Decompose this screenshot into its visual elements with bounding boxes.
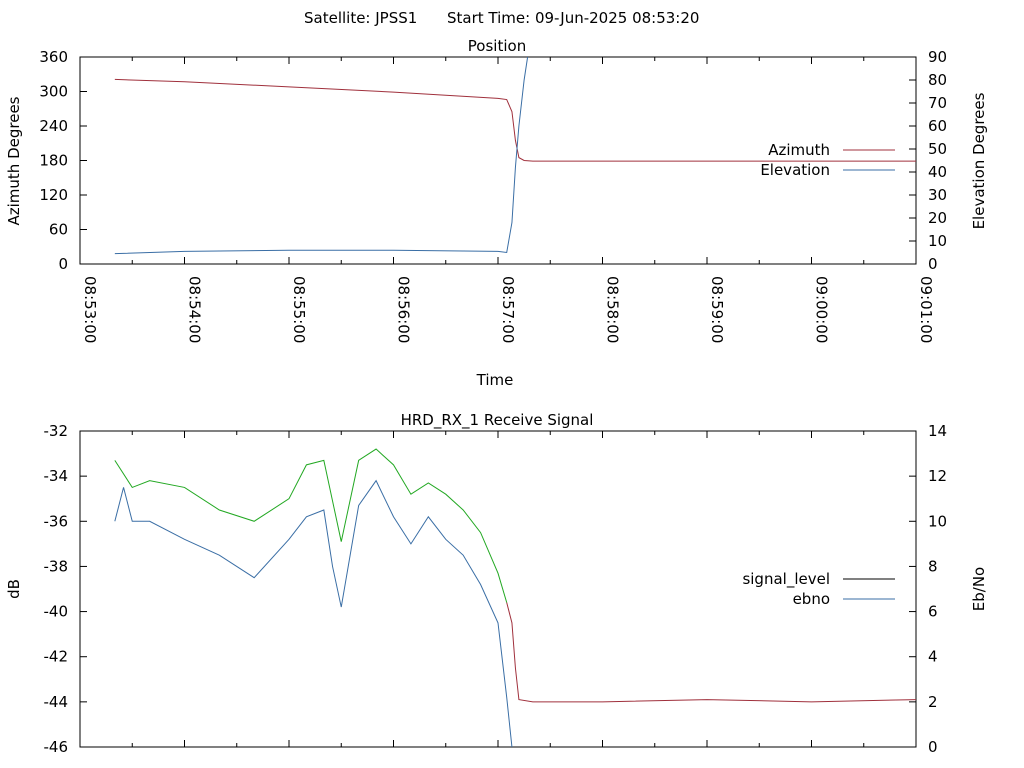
position-series-line-Azimuth xyxy=(114,78,916,162)
receive-signal-y-tick-label: -40 xyxy=(44,603,69,621)
receive-signal-y2-tick-label: 0 xyxy=(928,738,938,756)
position-series-lines xyxy=(114,57,916,255)
position-y2-tick-label: 10 xyxy=(928,232,947,250)
position-y-axis-label: Azimuth Degrees xyxy=(5,96,23,225)
receive-signal-y2-axis-label: Eb/No xyxy=(970,567,988,611)
receive-signal-y-tick-label: -46 xyxy=(44,738,69,756)
position-y-tick-label: 180 xyxy=(39,152,68,170)
receive-signal-series-line-ebno xyxy=(114,479,513,747)
receive-signal-y2-tick-label: 8 xyxy=(928,557,938,575)
receive-signal-y2-tick-label: 10 xyxy=(928,512,947,530)
position-y2-tick-label: 70 xyxy=(928,94,947,112)
receive-signal-ticks xyxy=(79,430,917,748)
receive-signal-y-tick-label: -32 xyxy=(44,422,69,440)
receive-signal-legend-label: signal_level xyxy=(742,570,830,589)
position-y2-tick-label: 30 xyxy=(928,186,947,204)
position-y2-axis-label: Elevation Degrees xyxy=(970,92,988,229)
position-legend: Azimuth Elevation xyxy=(760,141,895,179)
position-y-tick-label: 60 xyxy=(49,221,68,239)
position-legend-label: Azimuth xyxy=(768,141,830,159)
receive-signal-chart: HRD_RX_1 Receive Signal -46-44-42-40-38-… xyxy=(5,411,988,756)
position-y2-tick-label: 80 xyxy=(928,71,947,89)
receive-signal-y-tick-label: -36 xyxy=(44,512,69,530)
position-title: Position xyxy=(468,37,526,55)
position-series-line-Elevation xyxy=(114,57,529,255)
position-y2-tick-label: 50 xyxy=(928,140,947,158)
receive-signal-y-tick-label: -34 xyxy=(44,467,69,485)
position-y2-tick-label: 40 xyxy=(928,163,947,181)
position-x-tick-label: 08:57:00 xyxy=(499,276,517,343)
position-y2-tick-label: 0 xyxy=(928,255,938,273)
position-left-tick-labels: 0 60 120 180 240 300 360 xyxy=(39,48,68,273)
receive-signal-legend-label: ebno xyxy=(793,590,830,608)
receive-signal-y2-tick-label: 12 xyxy=(928,467,947,485)
position-chart: Position 0 60 120 180 240 300 360 0 10 20 30 40 50 6… xyxy=(5,37,988,389)
receive-signal-series-line-signal_level-a xyxy=(114,448,508,603)
position-right-tick-labels: 0 10 20 30 40 50 60 70 80 90 xyxy=(928,48,947,273)
position-y-tick-label: 0 xyxy=(58,255,68,273)
receive-signal-y-tick-label: -44 xyxy=(44,693,69,711)
receive-signal-series-lines xyxy=(114,448,916,747)
position-legend-label: Elevation xyxy=(760,161,830,179)
position-y-tick-label: 300 xyxy=(39,83,68,101)
position-x-tick-label: 08:53:00 xyxy=(81,276,99,343)
position-x-tick-label: 08:55:00 xyxy=(290,276,308,343)
position-x-tick-label: 08:59:00 xyxy=(708,276,726,343)
receive-signal-series-line-signal_level-b xyxy=(506,602,916,703)
position-x-tick-label: 08:54:00 xyxy=(186,276,204,343)
receive-signal-y2-tick-label: 4 xyxy=(928,648,938,666)
receive-signal-title: HRD_RX_1 Receive Signal xyxy=(401,411,594,430)
position-x-tick-label: 08:58:00 xyxy=(604,276,622,343)
start-time-label: Start Time: 09-Jun-2025 08:53:20 xyxy=(447,9,699,27)
satellite-label: Satellite: JPSS1 xyxy=(304,9,417,27)
receive-signal-y2-tick-label: 14 xyxy=(928,422,947,440)
position-x-tick-labels: 08:53:00 08:54:00 08:55:00 08:56:00 08:57:00… xyxy=(81,276,935,343)
position-y2-tick-label: 20 xyxy=(928,209,947,227)
position-ticks xyxy=(79,56,917,265)
receive-signal-y2-tick-label: 2 xyxy=(928,693,938,711)
position-x-axis-label: Time xyxy=(476,371,514,389)
receive-signal-y-tick-label: -42 xyxy=(44,648,69,666)
receive-signal-left-tick-labels: -46 -44 -42 -40 -38 -36 -34 -32 xyxy=(44,422,69,756)
position-y2-tick-label: 90 xyxy=(928,48,947,66)
position-y-tick-label: 360 xyxy=(39,48,68,66)
receive-signal-y-axis-label: dB xyxy=(5,579,23,599)
position-y2-tick-label: 60 xyxy=(928,117,947,135)
position-x-tick-label: 09:01:00 xyxy=(917,276,935,343)
receive-signal-y2-tick-label: 6 xyxy=(928,603,938,621)
receive-signal-plot-frame xyxy=(79,430,917,748)
position-y-tick-label: 240 xyxy=(39,117,68,135)
position-y-tick-label: 120 xyxy=(39,186,68,204)
receive-signal-right-tick-labels: 0 2 4 6 8 10 12 14 xyxy=(928,422,947,756)
position-x-tick-label: 08:56:00 xyxy=(395,276,413,343)
receive-signal-y-tick-label: -38 xyxy=(44,557,69,575)
position-x-tick-label: 09:00:00 xyxy=(813,276,831,343)
